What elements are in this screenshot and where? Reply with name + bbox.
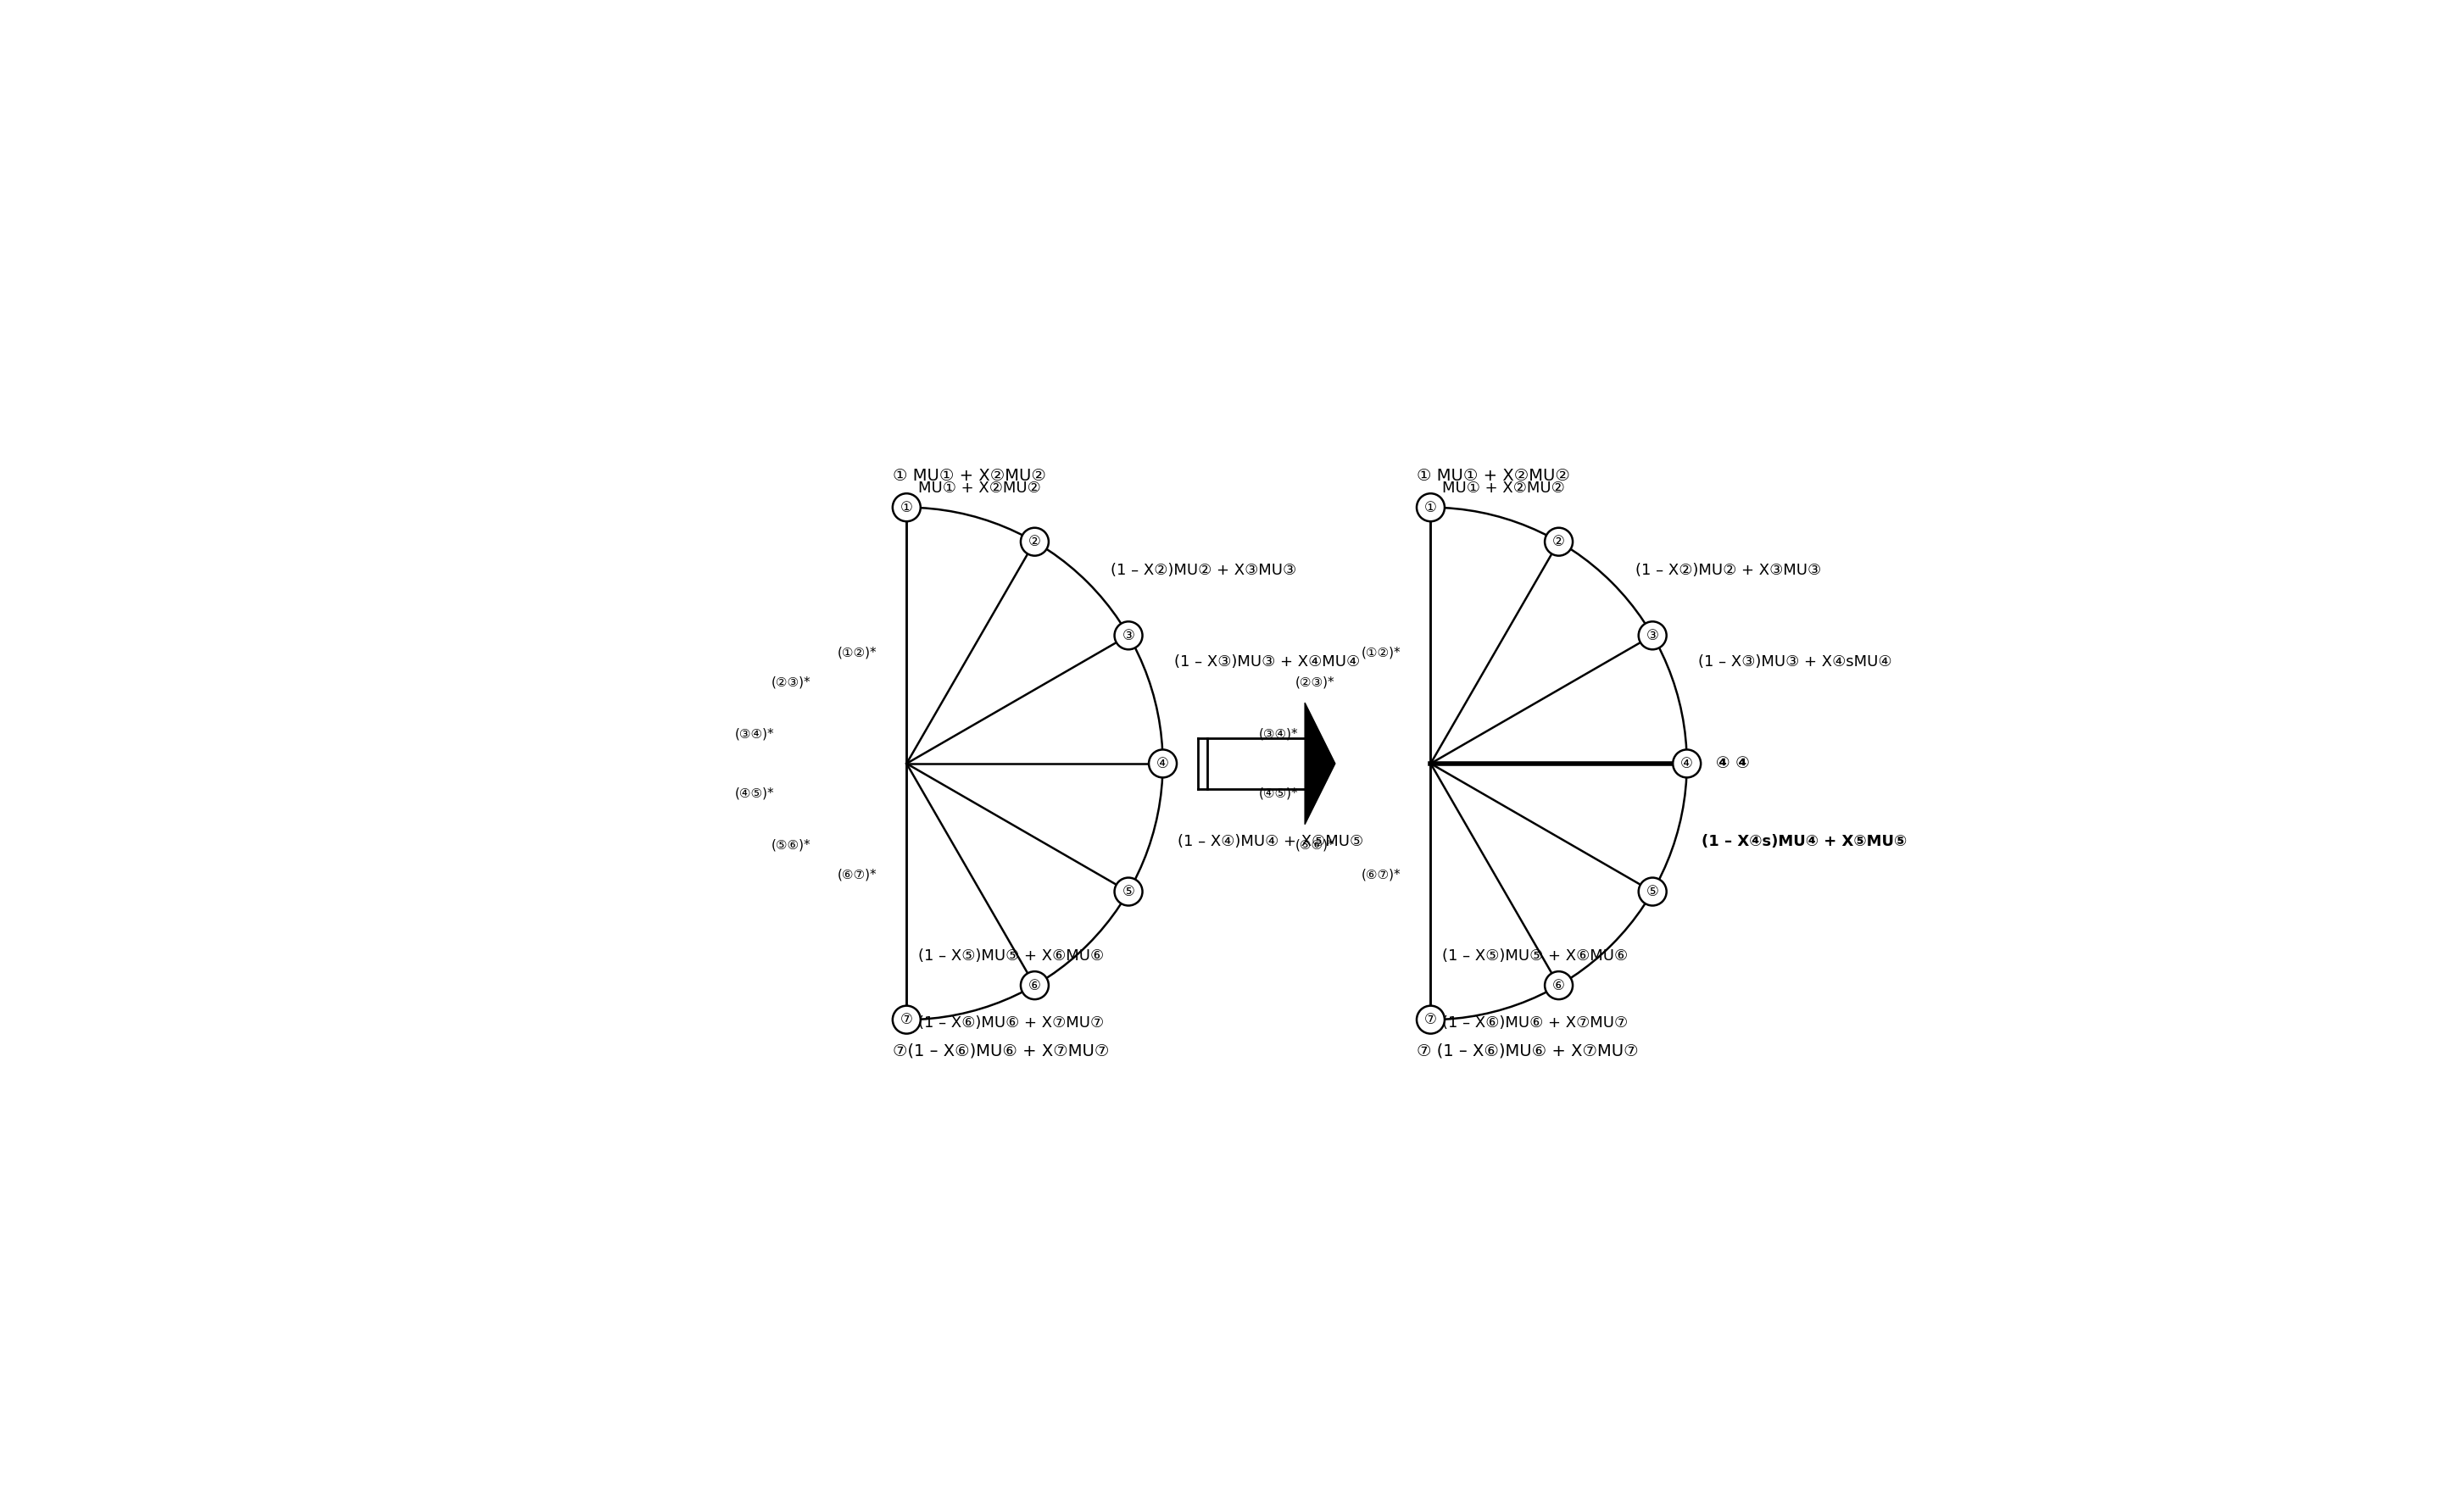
Text: ①: ① <box>901 500 913 516</box>
Text: (1 – X④)MU④ + X⑤MU⑤: (1 – X④)MU④ + X⑤MU⑤ <box>1177 833 1364 850</box>
Text: (②③)*: (②③)* <box>1295 676 1334 688</box>
Text: ⑥: ⑥ <box>1554 978 1566 993</box>
Text: ⑦: ⑦ <box>1425 1012 1438 1027</box>
Circle shape <box>1416 1005 1445 1034</box>
Text: ⑤: ⑤ <box>1123 885 1135 900</box>
Text: ④: ④ <box>1157 756 1169 771</box>
Text: (1 – X②)MU② + X③MU③: (1 – X②)MU② + X③MU③ <box>1635 562 1822 579</box>
Circle shape <box>1115 877 1142 906</box>
Text: ③: ③ <box>1123 627 1135 643</box>
Circle shape <box>1150 750 1177 777</box>
Circle shape <box>1544 971 1573 999</box>
Text: MU① + X②MU②: MU① + X②MU② <box>1443 481 1566 496</box>
Text: (③④)*: (③④)* <box>1258 727 1297 739</box>
Text: (①②)*: (①②)* <box>1361 646 1401 659</box>
Circle shape <box>1640 621 1667 650</box>
Text: (1 – X②)MU② + X③MU③: (1 – X②)MU② + X③MU③ <box>1110 562 1297 579</box>
Text: (1 – X④s)MU④ + X⑤MU⑤: (1 – X④s)MU④ + X⑤MU⑤ <box>1701 833 1906 850</box>
Circle shape <box>1022 971 1049 999</box>
Text: (1 – X⑤)MU⑤ + X⑥MU⑥: (1 – X⑤)MU⑤ + X⑥MU⑥ <box>1443 948 1627 965</box>
Circle shape <box>1672 750 1701 777</box>
Text: (④⑤)*: (④⑤)* <box>734 788 773 800</box>
Text: ①: ① <box>1425 500 1438 516</box>
Text: (⑤⑥)*: (⑤⑥)* <box>771 839 810 851</box>
Text: (1 – X③)MU③ + X④sMU④: (1 – X③)MU③ + X④sMU④ <box>1699 655 1893 670</box>
Text: (⑥⑦)*: (⑥⑦)* <box>837 868 876 881</box>
Circle shape <box>1640 877 1667 906</box>
Text: (1 – X③)MU③ + X④MU④: (1 – X③)MU③ + X④MU④ <box>1174 655 1359 670</box>
Text: ④ ④: ④ ④ <box>1716 756 1750 771</box>
Text: ④: ④ <box>1682 756 1694 771</box>
Text: ⑦ (1 – X⑥)MU⑥ + X⑦MU⑦: ⑦ (1 – X⑥)MU⑥ + X⑦MU⑦ <box>1416 1043 1640 1058</box>
Text: ⑦(1 – X⑥)MU⑥ + X⑦MU⑦: ⑦(1 – X⑥)MU⑥ + X⑦MU⑦ <box>894 1043 1108 1058</box>
Text: ① MU① + X②MU②: ① MU① + X②MU② <box>1416 469 1571 484</box>
Text: (1 – X⑤)MU⑤ + X⑥MU⑥: (1 – X⑤)MU⑤ + X⑥MU⑥ <box>918 948 1103 965</box>
Polygon shape <box>1305 703 1334 824</box>
Text: ① MU① + X②MU②: ① MU① + X②MU② <box>894 469 1046 484</box>
Text: (①②)*: (①②)* <box>837 646 876 659</box>
Text: ⑥: ⑥ <box>1029 978 1041 993</box>
Text: (②③)*: (②③)* <box>771 676 810 688</box>
Circle shape <box>894 1005 921 1034</box>
Text: (1 – X⑥)MU⑥ + X⑦MU⑦: (1 – X⑥)MU⑥ + X⑦MU⑦ <box>1443 1015 1627 1030</box>
Circle shape <box>1115 621 1142 650</box>
Text: MU① + X②MU②: MU① + X②MU② <box>918 481 1041 496</box>
Text: (④⑤)*: (④⑤)* <box>1258 788 1297 800</box>
Circle shape <box>894 493 921 522</box>
Text: (⑥⑦)*: (⑥⑦)* <box>1361 868 1401 881</box>
Text: ②: ② <box>1554 534 1566 549</box>
Text: ⑦: ⑦ <box>901 1012 913 1027</box>
Circle shape <box>1022 528 1049 556</box>
Text: ②: ② <box>1029 534 1041 549</box>
Circle shape <box>1416 493 1445 522</box>
Circle shape <box>1544 528 1573 556</box>
Text: (⑤⑥)*: (⑤⑥)* <box>1295 839 1334 851</box>
Text: ⑤: ⑤ <box>1647 885 1659 900</box>
Text: ③: ③ <box>1647 627 1659 643</box>
Text: (③④)*: (③④)* <box>734 727 773 739</box>
Text: (1 – X⑥)MU⑥ + X⑦MU⑦: (1 – X⑥)MU⑥ + X⑦MU⑦ <box>918 1015 1103 1030</box>
